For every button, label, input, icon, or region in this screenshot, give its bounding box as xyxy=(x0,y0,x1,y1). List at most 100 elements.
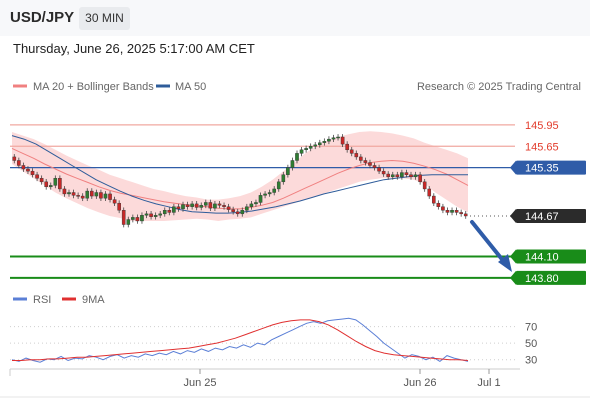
rsi-lines xyxy=(11,317,469,363)
price-level-label: 143.80 xyxy=(525,273,559,285)
candle-body xyxy=(286,167,290,175)
candle-body xyxy=(99,192,103,199)
price-level-label: 145.65 xyxy=(525,141,559,153)
price-level-tag xyxy=(516,160,586,175)
timeframe-button[interactable]: 30 MIN xyxy=(79,7,130,30)
candle-body xyxy=(313,144,318,147)
candle-body xyxy=(80,195,85,199)
candle-body xyxy=(463,213,468,217)
candle-body xyxy=(199,205,204,208)
price-level-tag-pointer xyxy=(510,208,516,223)
candle-body xyxy=(67,192,71,195)
ma20-legend-label: MA 20 + Bollinger Bands xyxy=(33,81,154,93)
candle-body xyxy=(108,193,112,200)
candle-body xyxy=(459,212,463,215)
candle-body xyxy=(190,203,194,207)
candle-body xyxy=(368,162,372,166)
bollinger-band-area xyxy=(12,131,468,221)
rsi-tick-label: 30 xyxy=(525,355,537,367)
candle-body xyxy=(58,178,62,190)
candle-body xyxy=(427,188,432,197)
candle-body xyxy=(17,160,21,166)
candle-body xyxy=(126,219,131,225)
candle-body xyxy=(94,192,99,197)
candle-body xyxy=(140,215,144,222)
candle-body xyxy=(26,168,30,172)
price-levels xyxy=(10,124,515,279)
candle-body xyxy=(144,213,149,216)
candle-body xyxy=(158,213,162,216)
candle-body xyxy=(194,203,199,208)
candle-body xyxy=(235,211,240,215)
candle-body xyxy=(377,167,381,172)
candle-body xyxy=(295,153,299,161)
symbol-title: USD/JPY xyxy=(10,9,75,26)
price-level-tag xyxy=(516,208,586,223)
candle-body xyxy=(90,190,94,197)
candle-body xyxy=(345,143,349,151)
candle-body xyxy=(222,205,226,207)
candle-body xyxy=(450,210,454,213)
candle-body xyxy=(372,165,377,168)
candle-body xyxy=(62,188,67,195)
price-level-label: 144.67 xyxy=(525,211,559,223)
moving-averages xyxy=(11,135,469,214)
candle-body xyxy=(263,193,267,196)
forecast-arrow xyxy=(470,220,512,272)
candle-body xyxy=(304,148,308,151)
candle-body xyxy=(327,138,331,142)
candle-body xyxy=(181,204,185,210)
candle-body xyxy=(395,174,400,178)
candle-body xyxy=(318,142,322,146)
candle-body xyxy=(35,174,39,179)
candle-body xyxy=(267,192,272,195)
candle-body xyxy=(185,204,190,207)
candle-body xyxy=(112,199,117,204)
ma50-legend-label: MA 50 xyxy=(175,81,206,93)
ma20-line xyxy=(11,147,469,210)
candle-body xyxy=(290,160,295,168)
candle-body xyxy=(404,172,409,175)
x-tick-label: Jul 1 xyxy=(477,377,500,389)
candle-body xyxy=(331,137,336,140)
candle-body xyxy=(71,192,76,196)
candle-body xyxy=(409,174,413,178)
candle-body xyxy=(254,202,258,205)
price-level-label: 145.35 xyxy=(525,163,559,175)
x-tick-label: Jun 25 xyxy=(183,377,216,389)
bollinger-bands xyxy=(12,131,468,221)
candle-body xyxy=(445,210,450,213)
candle-body xyxy=(299,149,304,154)
candle-body xyxy=(354,153,359,158)
candle-body xyxy=(322,141,327,143)
candle-body xyxy=(53,178,58,186)
candle-body xyxy=(204,202,208,206)
candle-body xyxy=(422,181,427,190)
candle-body xyxy=(231,209,235,212)
candle-body xyxy=(117,202,121,211)
rsi-tick-label: 70 xyxy=(525,322,537,334)
candle-body xyxy=(436,202,441,207)
candle-body xyxy=(258,195,263,203)
candle-body xyxy=(386,173,390,178)
candle-body xyxy=(76,195,80,197)
candle-body xyxy=(48,185,53,188)
x-tick-label: Jun 26 xyxy=(403,377,436,389)
price-level-tag xyxy=(516,270,586,285)
ma50-line xyxy=(11,135,468,214)
candle-body xyxy=(272,188,276,193)
candle-body xyxy=(249,203,254,207)
candle-body xyxy=(418,174,422,183)
rsi-grid: 70 50 30 xyxy=(10,322,537,367)
candle-body xyxy=(432,195,436,204)
price-level-label: 145.95 xyxy=(525,120,559,132)
rsi-line xyxy=(11,317,469,363)
candle-body xyxy=(381,170,386,175)
candle-body xyxy=(103,193,108,199)
9ma-legend-label: 9MA xyxy=(82,294,105,306)
candle-body xyxy=(208,202,213,209)
candlesticks xyxy=(12,134,468,228)
price-level-tag xyxy=(516,249,586,264)
candle-body xyxy=(276,181,281,190)
